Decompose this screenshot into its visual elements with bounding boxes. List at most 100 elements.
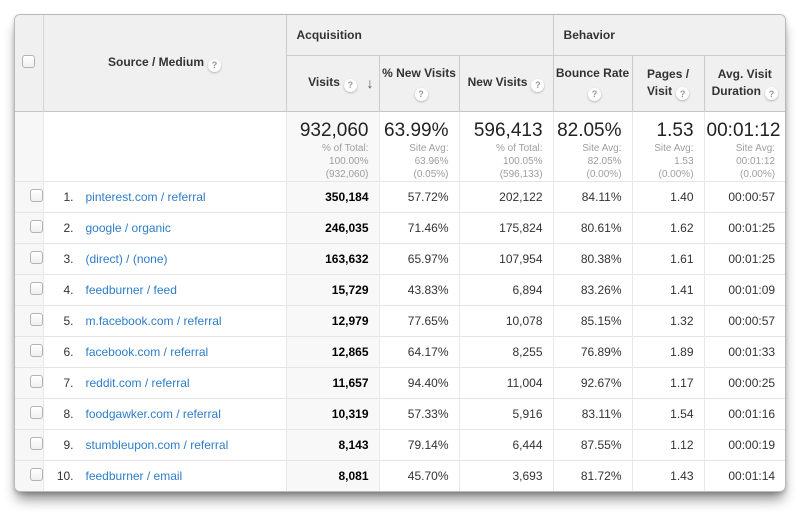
- avg-duration-cell: 00:00:19: [703, 428, 785, 460]
- pages-visit-cell: 1.41: [631, 273, 705, 305]
- new-visits-cell: 107,954: [458, 242, 554, 274]
- new-visits-pct-cell: 79.14%: [378, 428, 459, 460]
- avg-duration-cell: 00:01:33: [703, 335, 785, 367]
- col-header-pages-visit[interactable]: Pages / Visit?: [631, 55, 705, 111]
- visits-cell: 12,979: [285, 304, 379, 336]
- pages-visit-cell: 1.54: [631, 397, 705, 429]
- source-medium-link[interactable]: feedburner / email: [85, 468, 183, 483]
- group-header-behavior: Behavior: [552, 15, 785, 56]
- help-icon[interactable]: ?: [588, 87, 602, 101]
- avg-duration-cell: 00:00:25: [703, 366, 785, 398]
- row-rank: 4.: [63, 282, 74, 297]
- bounce-rate-cell: 83.11%: [552, 397, 633, 429]
- pages-visit-cell: 1.43: [631, 459, 705, 491]
- visits-cell: 15,729: [285, 273, 379, 305]
- select-all-checkbox[interactable]: [22, 54, 36, 68]
- avg-duration-cell: 00:00:57: [703, 304, 785, 336]
- source-medium-link[interactable]: m.facebook.com / referral: [85, 313, 222, 328]
- new-visits-pct-cell: 43.83%: [378, 273, 459, 305]
- col-header-new-visits[interactable]: New Visits?: [458, 55, 554, 111]
- source-medium-link[interactable]: (direct) / (none): [85, 251, 168, 266]
- table-row: 3. (direct) / (none) 163,632 65.97% 107,9…: [15, 242, 785, 274]
- col-header-source-medium[interactable]: Source / Medium?: [43, 15, 286, 111]
- source-medium-link[interactable]: feedburner / feed: [85, 282, 177, 297]
- row-checkbox[interactable]: [29, 219, 43, 233]
- visits-cell: 11,657: [285, 366, 379, 398]
- col-header-bounce-rate[interactable]: Bounce Rate ?: [552, 55, 633, 111]
- new-visits-pct-cell: 71.46%: [378, 211, 459, 243]
- new-visits-cell: 202,122: [458, 180, 554, 212]
- pages-visit-cell: 1.89: [631, 335, 705, 367]
- row-checkbox[interactable]: [29, 405, 43, 419]
- visits-cell: 12,865: [285, 335, 379, 367]
- visits-cell: 10,319: [285, 397, 379, 429]
- summary-source-cell: [42, 110, 286, 181]
- table-row: 8. foodgawker.com / referral 10,319 57.33…: [15, 397, 785, 429]
- row-checkbox[interactable]: [29, 281, 43, 295]
- row-checkbox[interactable]: [29, 436, 43, 450]
- source-medium-link[interactable]: stumbleupon.com / referral: [85, 437, 229, 452]
- behavior-label: Behavior: [563, 27, 615, 42]
- new-visits-cell: 6,894: [458, 273, 554, 305]
- bounce-rate-cell: 83.26%: [552, 273, 633, 305]
- new-visits-cell: 3,693: [458, 459, 554, 491]
- source-medium-link[interactable]: google / organic: [85, 220, 171, 235]
- avg-duration-cell: 00:01:25: [703, 242, 785, 274]
- summary-new-visits-pct: 63.99% Site Avg: 63.96% (0.05%): [378, 110, 459, 181]
- help-icon[interactable]: ?: [764, 87, 778, 101]
- select-all-cell: [15, 15, 44, 111]
- visits-cell: 350,184: [285, 180, 379, 212]
- visits-cell: 8,081: [285, 459, 379, 491]
- pages-visit-cell: 1.62: [631, 211, 705, 243]
- bounce-rate-cell: 80.61%: [552, 211, 633, 243]
- summary-avg-duration: 00:01:12 Site Avg: 00:01:12 (0.00%): [703, 110, 785, 181]
- row-rank: 8.: [63, 406, 74, 421]
- help-icon[interactable]: ?: [414, 87, 428, 101]
- table-row: 7. reddit.com / referral 11,657 94.40% 11…: [15, 366, 785, 398]
- col-header-avg-visit-duration[interactable]: Avg. Visit Duration?: [703, 55, 785, 111]
- row-checkbox[interactable]: [29, 467, 43, 481]
- new-visits-cell: 10,078: [458, 304, 554, 336]
- avg-duration-cell: 00:01:16: [703, 397, 785, 429]
- pages-visit-cell: 1.12: [631, 428, 705, 460]
- avg-duration-cell: 00:01:09: [703, 273, 785, 305]
- acquisition-label: Acquisition: [296, 27, 362, 42]
- col-header-visits[interactable]: Visits? ↓: [285, 55, 379, 111]
- table-row: 6. facebook.com / referral 12,865 64.17% …: [15, 335, 785, 367]
- table-row: 9. stumbleupon.com / referral 8,143 79.14…: [15, 428, 785, 460]
- row-checkbox[interactable]: [29, 343, 43, 357]
- source-medium-link[interactable]: pinterest.com / referral: [85, 189, 206, 204]
- help-icon[interactable]: ?: [208, 58, 222, 72]
- table-row: 1. pinterest.com / referral 350,184 57.72…: [15, 180, 785, 212]
- row-rank: 6.: [63, 344, 74, 359]
- analytics-report-table: Source / Medium? Acquisition Behavior Vi…: [14, 14, 786, 492]
- row-checkbox[interactable]: [29, 188, 43, 202]
- help-icon[interactable]: ?: [531, 78, 545, 92]
- source-medium-link[interactable]: foodgawker.com / referral: [85, 406, 221, 421]
- column-header-row: Visits? ↓ % New Visits ? New Visits? Bou…: [15, 55, 785, 111]
- new-visits-pct-cell: 45.70%: [378, 459, 459, 491]
- new-visits-pct-cell: 64.17%: [378, 335, 459, 367]
- source-medium-link[interactable]: facebook.com / referral: [85, 344, 209, 359]
- bounce-rate-cell: 87.55%: [552, 428, 633, 460]
- row-checkbox[interactable]: [29, 312, 43, 326]
- row-checkbox[interactable]: [29, 374, 43, 388]
- new-visits-pct-cell: 65.97%: [378, 242, 459, 274]
- source-medium-table: Source / Medium? Acquisition Behavior Vi…: [15, 15, 785, 491]
- pages-visit-cell: 1.17: [631, 366, 705, 398]
- pages-visit-cell: 1.40: [631, 180, 705, 212]
- col-header-new-visits-pct[interactable]: % New Visits ?: [378, 55, 459, 111]
- new-visits-cell: 175,824: [458, 211, 554, 243]
- help-icon[interactable]: ?: [343, 78, 357, 92]
- bounce-rate-cell: 76.89%: [552, 335, 633, 367]
- table-row: 2. google / organic 246,035 71.46% 175,82…: [15, 211, 785, 243]
- avg-duration-cell: 00:01:14: [703, 459, 785, 491]
- new-visits-cell: 6,444: [458, 428, 554, 460]
- pages-visit-cell: 1.32: [631, 304, 705, 336]
- help-icon[interactable]: ?: [676, 87, 690, 101]
- row-checkbox[interactable]: [29, 250, 43, 264]
- summary-pages-visit: 1.53 Site Avg: 1.53 (0.00%): [631, 110, 705, 181]
- visits-cell: 246,035: [285, 211, 379, 243]
- source-medium-label: Source / Medium: [107, 55, 205, 69]
- source-medium-link[interactable]: reddit.com / referral: [85, 375, 190, 390]
